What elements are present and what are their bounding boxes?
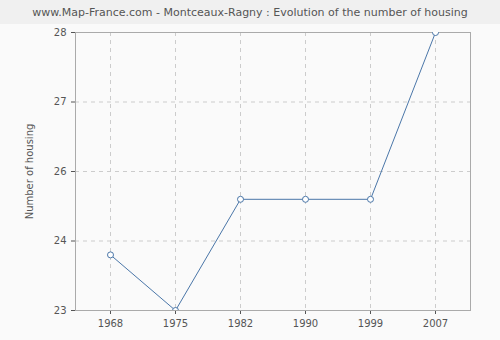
html-text:www.Map-France.com - Montceaux: www.Map-France.com - Montceaux-Ragny : E…	[32, 6, 468, 19]
svg-text:24: 24	[54, 235, 67, 246]
svg-text:2007: 2007	[423, 318, 448, 329]
svg-text:27: 27	[54, 96, 67, 107]
svg-text:1968: 1968	[98, 318, 123, 329]
svg-text:1999: 1999	[358, 318, 383, 329]
svg-text:1990: 1990	[293, 318, 318, 329]
svg-text:28: 28	[54, 27, 67, 38]
svg-text:Number of housing: Number of housing	[24, 124, 35, 220]
svg-text:1982: 1982	[228, 318, 253, 329]
svg-text:26: 26	[54, 166, 67, 177]
svg-text:1975: 1975	[163, 318, 188, 329]
svg-text:23: 23	[54, 305, 67, 316]
